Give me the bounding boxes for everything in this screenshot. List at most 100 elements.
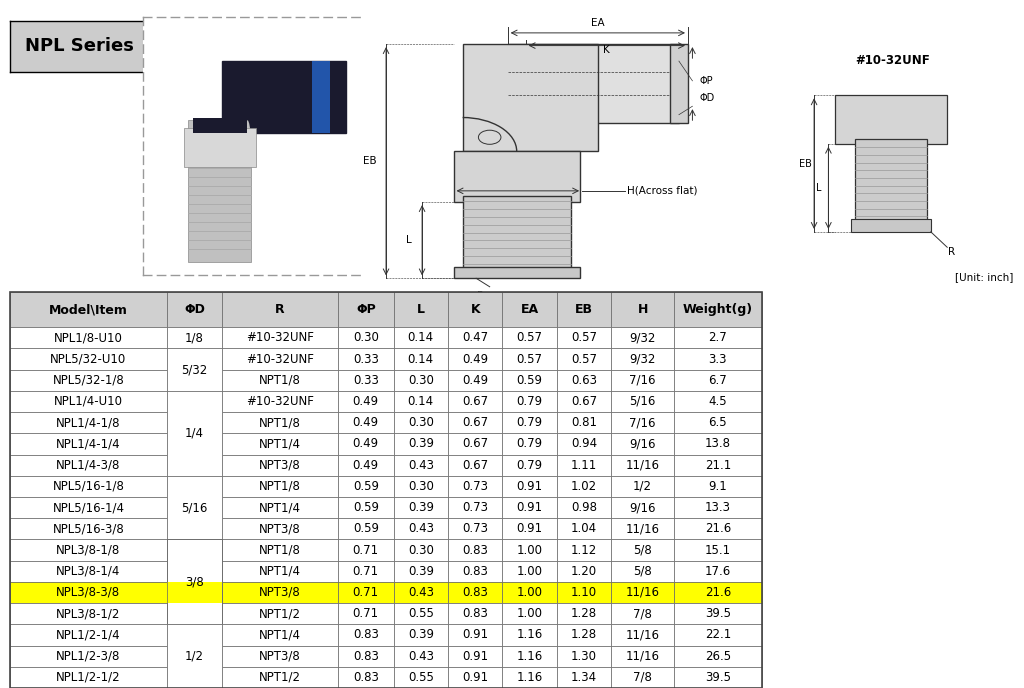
Bar — [503, 603, 557, 624]
Text: 0.67: 0.67 — [462, 395, 488, 408]
Text: 21.6: 21.6 — [705, 522, 731, 535]
Text: R: R — [948, 247, 954, 257]
Text: Model\Item: Model\Item — [49, 303, 128, 316]
Text: 0.79: 0.79 — [517, 459, 543, 472]
Bar — [611, 561, 674, 582]
Text: 5/16: 5/16 — [181, 501, 208, 514]
Text: NPT1/4: NPT1/4 — [259, 628, 301, 641]
Text: 0.30: 0.30 — [408, 544, 434, 557]
Bar — [10, 455, 167, 476]
Text: 1.00: 1.00 — [517, 565, 543, 578]
Text: 0.59: 0.59 — [353, 522, 379, 535]
Text: NPL1/8-U10: NPL1/8-U10 — [54, 332, 123, 344]
Text: NPT1/8: NPT1/8 — [259, 480, 301, 493]
Bar — [393, 582, 447, 603]
Bar — [222, 561, 338, 582]
Bar — [670, 44, 688, 123]
Bar — [447, 369, 503, 391]
Text: 0.83: 0.83 — [353, 628, 379, 641]
Bar — [393, 412, 447, 433]
Text: 7/8: 7/8 — [633, 608, 652, 620]
Bar — [674, 624, 762, 645]
Bar — [338, 433, 393, 455]
Text: 11/16: 11/16 — [626, 459, 659, 472]
Bar — [10, 292, 167, 327]
Text: 0.49: 0.49 — [352, 438, 379, 451]
Bar — [222, 667, 338, 688]
Text: 0.14: 0.14 — [408, 332, 434, 344]
Bar — [851, 219, 931, 232]
Text: 5/8: 5/8 — [633, 565, 652, 578]
Bar — [10, 624, 167, 645]
Text: #10-32UNF: #10-32UNF — [855, 54, 930, 67]
Bar — [167, 292, 222, 327]
Text: 0.83: 0.83 — [462, 608, 488, 620]
Bar — [557, 292, 611, 327]
Bar — [557, 539, 611, 561]
Bar — [557, 624, 611, 645]
Text: 39.5: 39.5 — [705, 608, 731, 620]
Text: 0.91: 0.91 — [517, 480, 543, 493]
Text: 1.12: 1.12 — [571, 544, 597, 557]
Text: NPL3/8-1/8: NPL3/8-1/8 — [56, 544, 121, 557]
Text: 1.28: 1.28 — [571, 608, 597, 620]
Text: 0.71: 0.71 — [352, 565, 379, 578]
Text: 0.71: 0.71 — [352, 586, 379, 599]
Text: NPL3/8-3/8: NPL3/8-3/8 — [56, 586, 121, 599]
Text: #10-32UNF: #10-32UNF — [246, 352, 314, 365]
Text: 5/8: 5/8 — [633, 544, 652, 557]
Text: 1.10: 1.10 — [571, 586, 597, 599]
Bar — [338, 518, 393, 539]
Text: 0.39: 0.39 — [408, 501, 434, 514]
Text: 39.5: 39.5 — [705, 671, 731, 684]
Bar — [222, 455, 338, 476]
Text: 17.6: 17.6 — [705, 565, 731, 578]
Bar — [447, 412, 503, 433]
Text: 5/16: 5/16 — [630, 395, 655, 408]
Text: NPL Series: NPL Series — [25, 37, 134, 56]
Bar — [167, 391, 222, 476]
Bar — [167, 327, 222, 348]
Bar — [503, 369, 557, 391]
Bar — [463, 44, 598, 151]
Text: 0.67: 0.67 — [462, 416, 488, 429]
Text: NPT1/4: NPT1/4 — [259, 438, 301, 451]
Text: 1.20: 1.20 — [571, 565, 597, 578]
Text: 1.16: 1.16 — [516, 649, 543, 663]
Bar — [503, 433, 557, 455]
Bar — [674, 391, 762, 412]
Text: 0.30: 0.30 — [408, 374, 434, 387]
Text: 1.00: 1.00 — [517, 544, 543, 557]
Text: 0.91: 0.91 — [517, 522, 543, 535]
Bar — [611, 433, 674, 455]
Text: NPT1/8: NPT1/8 — [259, 416, 301, 429]
Text: #10-32UNF: #10-32UNF — [246, 395, 314, 408]
Bar — [674, 455, 762, 476]
Bar — [10, 645, 167, 667]
Bar — [10, 603, 167, 624]
Text: 1.02: 1.02 — [571, 480, 597, 493]
Bar — [674, 433, 762, 455]
Text: 0.39: 0.39 — [408, 438, 434, 451]
Bar — [611, 455, 674, 476]
Bar — [674, 369, 762, 391]
Bar — [338, 624, 393, 645]
Bar — [503, 455, 557, 476]
Bar — [222, 327, 338, 348]
Bar — [10, 561, 167, 582]
Text: 3/8: 3/8 — [185, 575, 204, 588]
Text: 11/16: 11/16 — [626, 586, 659, 599]
Text: 9/32: 9/32 — [630, 332, 655, 344]
Text: 0.71: 0.71 — [352, 608, 379, 620]
Bar — [611, 645, 674, 667]
Bar — [447, 624, 503, 645]
Text: EB: EB — [364, 156, 377, 166]
Bar — [447, 497, 503, 518]
Bar — [503, 327, 557, 348]
Bar — [338, 603, 393, 624]
Text: 0.57: 0.57 — [517, 352, 543, 365]
Text: 4.5: 4.5 — [709, 395, 727, 408]
Text: 0.49: 0.49 — [352, 395, 379, 408]
Text: L: L — [816, 183, 822, 193]
Text: 0.30: 0.30 — [408, 416, 434, 429]
